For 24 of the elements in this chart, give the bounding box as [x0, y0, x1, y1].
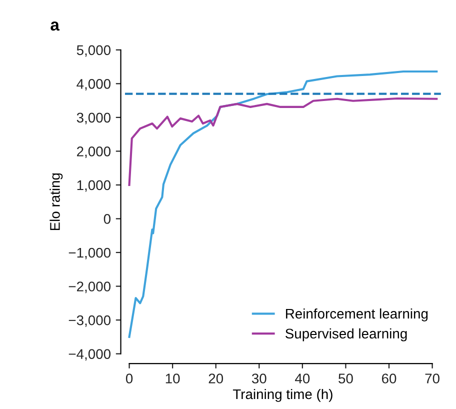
x-tick-label: 10	[166, 374, 180, 384]
y-tick-label: −3,000	[68, 315, 111, 327]
y-tick-label: −1,000	[68, 248, 111, 260]
y-tick-label: 3,000	[76, 112, 111, 124]
y-tick-label: 2,000	[77, 146, 111, 158]
x-tick-label: 40	[295, 374, 310, 384]
x-tick-label: 70	[425, 374, 440, 384]
x-tick-label: 0	[126, 374, 133, 384]
y-tick-label: −2,000	[68, 282, 111, 294]
text: a	[50, 22, 60, 31]
x-tick-label: 50	[338, 374, 353, 384]
x-axis-title: Training time (h)	[232, 388, 332, 402]
line-series	[128, 97, 438, 186]
x-tick-label: 60	[382, 374, 396, 384]
y-tick-label: −4,000	[68, 349, 111, 361]
y-tick-label: 1,000	[77, 180, 111, 192]
legend-label: Reinforcement learning	[286, 308, 428, 322]
y-tick-label: 4,000	[76, 78, 111, 90]
y-tick-label: 5,000	[76, 45, 111, 57]
x-tick-label: 30	[252, 374, 266, 384]
y-axis-title: Elo rating	[50, 173, 63, 230]
legend-label: Supervised learning	[286, 328, 407, 342]
x-tick-label: 20	[208, 374, 224, 384]
y-tick-label: 0	[104, 214, 111, 224]
